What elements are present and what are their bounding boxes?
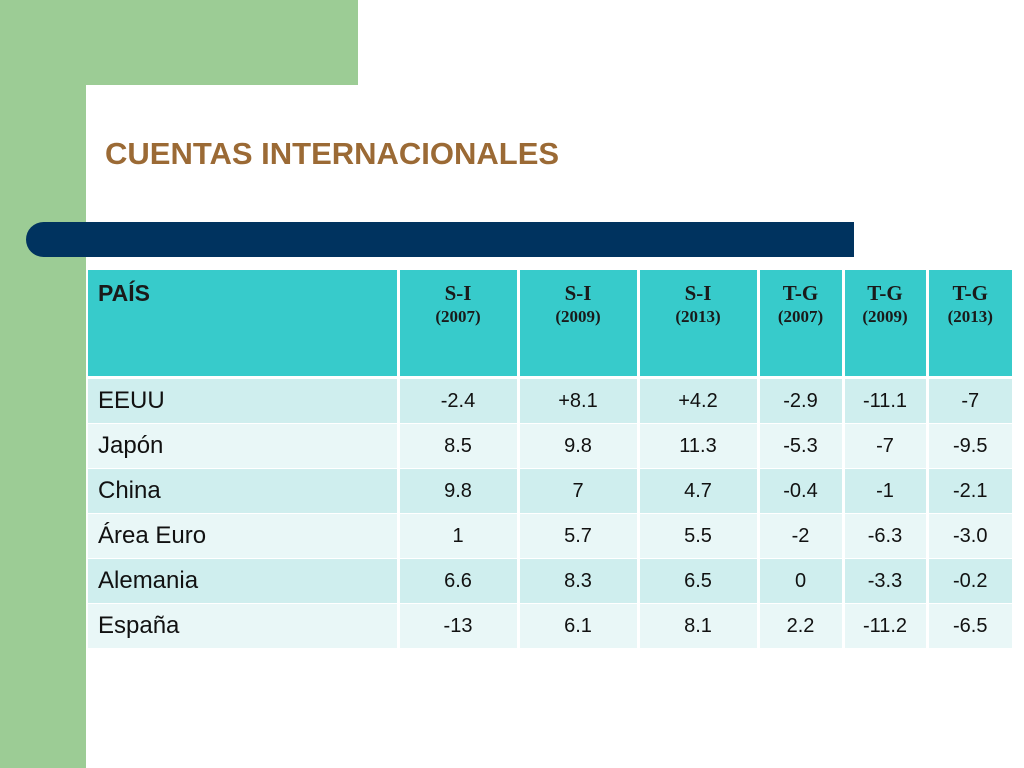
header-tg-2009: T-G (2009) (843, 270, 929, 379)
header-label: T-G (952, 281, 988, 305)
value-cell: 8.3 (518, 558, 640, 604)
value-cell: 2.2 (758, 603, 845, 649)
value-cell: 9.8 (518, 423, 640, 469)
value-cell: -7 (843, 423, 929, 469)
value-cell: -2.9 (758, 377, 845, 424)
value-cell: 7 (518, 468, 640, 514)
table-row: Japón 8.5 9.8 11.3 -5.3 -7 -9.5 (88, 423, 1012, 469)
value-cell: -6.5 (927, 603, 1012, 649)
country-cell: China (88, 468, 400, 514)
header-si-2013: S-I (2013) (638, 270, 760, 379)
value-cell: 6.6 (398, 558, 520, 604)
value-cell: 11.3 (638, 423, 760, 469)
header-year: (2007) (435, 307, 481, 326)
header-year: (2009) (555, 307, 601, 326)
value-cell: 8.5 (398, 423, 520, 469)
value-cell: -9.5 (927, 423, 1012, 469)
value-cell: 6.1 (518, 603, 640, 649)
header-label: T-G (867, 281, 903, 305)
header-year: (2009) (862, 307, 908, 326)
table-row: Área Euro 1 5.7 5.5 -2 -6.3 -3.0 (88, 513, 1012, 559)
title-underline-bar (26, 222, 854, 257)
value-cell: +8.1 (518, 377, 640, 424)
value-cell: 4.7 (638, 468, 760, 514)
value-cell: -5.3 (758, 423, 845, 469)
value-cell: -0.4 (758, 468, 845, 514)
country-cell: Área Euro (88, 513, 400, 559)
country-cell: EEUU (88, 377, 400, 424)
header-year: (2007) (777, 307, 824, 326)
header-label: S-I (444, 281, 472, 305)
value-cell: -1 (843, 468, 929, 514)
value-cell: -2 (758, 513, 845, 559)
value-cell: -11.2 (843, 603, 929, 649)
table-row: China 9.8 7 4.7 -0.4 -1 -2.1 (88, 468, 1012, 514)
value-cell: 0 (758, 558, 845, 604)
country-cell: España (88, 603, 400, 649)
value-cell: -3.0 (927, 513, 1012, 559)
value-cell: -7 (927, 377, 1012, 424)
value-cell: 8.1 (638, 603, 760, 649)
table-header-row: PAÍS S-I (2007) S-I (2009) S-I (2013) T-… (88, 270, 1012, 379)
header-year: (2013) (947, 307, 993, 326)
header-year: (2013) (675, 307, 721, 326)
left-green-stripe (0, 0, 86, 768)
value-cell: 5.7 (518, 513, 640, 559)
header-label: T-G (782, 281, 819, 305)
value-cell: -11.1 (843, 377, 929, 424)
value-cell: -2.4 (398, 377, 520, 424)
value-cell: 1 (398, 513, 520, 559)
value-cell: -0.2 (927, 558, 1012, 604)
header-si-2009: S-I (2009) (518, 270, 640, 379)
value-cell: -6.3 (843, 513, 929, 559)
table-row: España -13 6.1 8.1 2.2 -11.2 -6.5 (88, 603, 1012, 649)
header-country: PAÍS (88, 270, 400, 379)
slide-title: CUENTAS INTERNACIONALES (105, 136, 560, 171)
header-tg-2007: T-G (2007) (758, 270, 845, 379)
header-label: S-I (684, 281, 712, 305)
country-cell: Japón (88, 423, 400, 469)
top-green-block (0, 0, 358, 85)
header-label: S-I (564, 281, 592, 305)
value-cell: 5.5 (638, 513, 760, 559)
header-tg-2013: T-G (2013) (927, 270, 1012, 379)
value-cell: -3.3 (843, 558, 929, 604)
value-cell: -13 (398, 603, 520, 649)
country-cell: Alemania (88, 558, 400, 604)
accounts-table: PAÍS S-I (2007) S-I (2009) S-I (2013) T-… (88, 270, 1012, 649)
header-si-2007: S-I (2007) (398, 270, 520, 379)
value-cell: -2.1 (927, 468, 1012, 514)
value-cell: +4.2 (638, 377, 760, 424)
table-row: EEUU -2.4 +8.1 +4.2 -2.9 -11.1 -7 (88, 377, 1012, 424)
value-cell: 6.5 (638, 558, 760, 604)
value-cell: 9.8 (398, 468, 520, 514)
table-row: Alemania 6.6 8.3 6.5 0 -3.3 -0.2 (88, 558, 1012, 604)
